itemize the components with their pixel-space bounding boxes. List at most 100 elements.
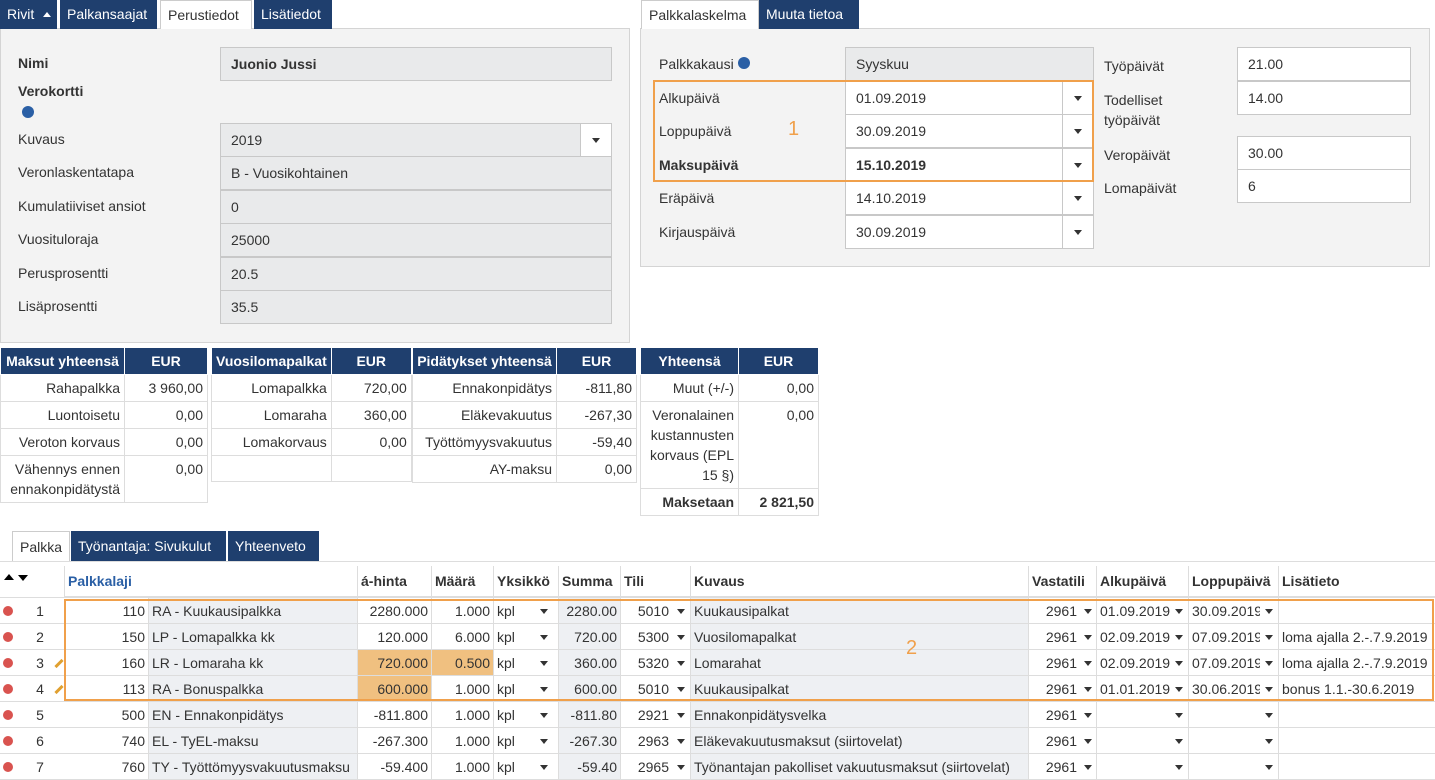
tab[interactable]: Rivit: [0, 0, 57, 29]
column-header[interactable]: Kuvaus: [690, 566, 1028, 597]
grid-cell[interactable]: loma ajalla 2.-.7.9.2019: [1278, 624, 1435, 650]
dropdown-button[interactable]: [1080, 730, 1096, 752]
grid-cell[interactable]: bonus 1.1.-30.6.2019: [1278, 676, 1435, 702]
grid-cell[interactable]: [1188, 728, 1260, 754]
tab[interactable]: Palkka: [12, 531, 70, 562]
grid-cell[interactable]: 02.09.2019: [1096, 624, 1170, 650]
grid-cell[interactable]: 2961: [1028, 728, 1080, 754]
grid-cell[interactable]: kpl: [493, 676, 530, 702]
grid-cell[interactable]: 2961: [1028, 754, 1080, 780]
dropdown-button[interactable]: [1080, 756, 1096, 778]
column-header[interactable]: Lisätieto: [1278, 566, 1435, 597]
delete-icon[interactable]: [3, 658, 13, 668]
grid-cell[interactable]: 6.000: [431, 624, 493, 650]
column-header[interactable]: Yksikkö: [493, 566, 558, 597]
grid-cell[interactable]: 720.000: [357, 650, 431, 676]
grid-cell[interactable]: 2280.00: [558, 598, 620, 624]
grid-cell[interactable]: kpl: [493, 650, 530, 676]
dropdown-button[interactable]: [1260, 678, 1278, 700]
dropdown-button[interactable]: [672, 652, 690, 674]
grid-cell[interactable]: -811.800: [357, 702, 431, 728]
day-value[interactable]: 6: [1237, 169, 1411, 203]
dropdown-button[interactable]: [1170, 626, 1188, 648]
column-header[interactable]: Määrä: [431, 566, 493, 597]
dropdown-button[interactable]: [530, 730, 558, 752]
dropdown-button[interactable]: [580, 123, 612, 157]
grid-cell[interactable]: 5010: [620, 676, 672, 702]
column-header[interactable]: Summa: [558, 566, 620, 597]
grid-cell[interactable]: [1278, 728, 1435, 754]
delete-icon[interactable]: [3, 606, 13, 616]
grid-cell[interactable]: 1.000: [431, 598, 493, 624]
grid-cell[interactable]: -267.300: [357, 728, 431, 754]
tab[interactable]: Yhteenveto: [228, 531, 319, 562]
dropdown-button[interactable]: [1170, 756, 1188, 778]
column-header[interactable]: Palkkalaji: [64, 566, 357, 597]
dropdown-button[interactable]: [672, 600, 690, 622]
grid-cell[interactable]: 2961: [1028, 598, 1080, 624]
grid-cell[interactable]: [1278, 702, 1435, 728]
delete-icon[interactable]: [3, 762, 13, 772]
grid-cell[interactable]: Kuukausipalkat: [690, 598, 1028, 624]
dropdown-button[interactable]: [1170, 730, 1188, 752]
grid-cell[interactable]: [1096, 754, 1170, 780]
date-value[interactable]: 14.10.2019: [845, 181, 1094, 215]
grid-cell[interactable]: 1.000: [431, 676, 493, 702]
grid-cell[interactable]: Eläkevakuutusmaksut (siirtovelat): [690, 728, 1028, 754]
grid-cell[interactable]: -267.30: [558, 728, 620, 754]
dropdown-button[interactable]: [530, 652, 558, 674]
column-header[interactable]: Vastatili: [1028, 566, 1096, 597]
grid-cell[interactable]: [1278, 754, 1435, 780]
day-value[interactable]: 30.00: [1237, 136, 1411, 170]
grid-cell[interactable]: kpl: [493, 598, 530, 624]
grid-cell[interactable]: kpl: [493, 702, 530, 728]
grid-cell[interactable]: 2280.000: [357, 598, 431, 624]
grid-cell[interactable]: 120.000: [357, 624, 431, 650]
grid-cell[interactable]: 01.09.2019: [1096, 598, 1170, 624]
grid-cell[interactable]: 01.01.2019: [1096, 676, 1170, 702]
grid-cell[interactable]: -811.80: [558, 702, 620, 728]
grid-cell[interactable]: 2961: [1028, 676, 1080, 702]
grid-cell[interactable]: Ennakonpidätysvelka: [690, 702, 1028, 728]
grid-cell[interactable]: [1188, 702, 1260, 728]
dropdown-button[interactable]: [530, 756, 558, 778]
dropdown-button[interactable]: [1062, 114, 1094, 148]
delete-icon[interactable]: [3, 632, 13, 642]
column-header[interactable]: Tili: [620, 566, 690, 597]
dropdown-button[interactable]: [530, 704, 558, 726]
grid-cell[interactable]: 0.500: [431, 650, 493, 676]
dropdown-button[interactable]: [530, 626, 558, 648]
grid-cell[interactable]: Työnantajan pakolliset vakuutusmaksut (s…: [690, 754, 1028, 780]
grid-cell[interactable]: 2961: [1028, 702, 1080, 728]
dropdown-button[interactable]: [672, 626, 690, 648]
grid-cell[interactable]: 30.06.2019: [1188, 676, 1260, 702]
dropdown-button[interactable]: [672, 756, 690, 778]
tab[interactable]: Työnantaja: Sivukulut: [71, 531, 226, 562]
dropdown-button[interactable]: [1260, 626, 1278, 648]
grid-cell[interactable]: 2963: [620, 728, 672, 754]
dropdown-button[interactable]: [1260, 704, 1278, 726]
grid-cell[interactable]: 5010: [620, 598, 672, 624]
grid-cell[interactable]: [1096, 728, 1170, 754]
delete-icon[interactable]: [3, 710, 13, 720]
grid-cell[interactable]: 02.09.2019: [1096, 650, 1170, 676]
tab[interactable]: Lisätiedot: [254, 0, 332, 29]
grid-cell[interactable]: [1096, 702, 1170, 728]
dropdown-button[interactable]: [1260, 600, 1278, 622]
dropdown-button[interactable]: [672, 678, 690, 700]
grid-cell[interactable]: 600.000: [357, 676, 431, 702]
dropdown-button[interactable]: [1080, 652, 1096, 674]
dropdown-button[interactable]: [1260, 730, 1278, 752]
tab[interactable]: Palkkalaskelma: [641, 0, 759, 29]
grid-cell[interactable]: [1188, 754, 1260, 780]
column-header[interactable]: Loppupäivä: [1188, 566, 1278, 597]
grid-cell[interactable]: kpl: [493, 728, 530, 754]
grid-cell[interactable]: Vuosilomapalkat: [690, 624, 1028, 650]
grid-cell[interactable]: 1.000: [431, 702, 493, 728]
dropdown-button[interactable]: [1260, 756, 1278, 778]
dropdown-button[interactable]: [1170, 652, 1188, 674]
grid-cell[interactable]: 1.000: [431, 728, 493, 754]
dropdown-button[interactable]: [1170, 600, 1188, 622]
dropdown-button[interactable]: [1062, 215, 1094, 249]
date-value[interactable]: 30.09.2019: [845, 114, 1094, 148]
